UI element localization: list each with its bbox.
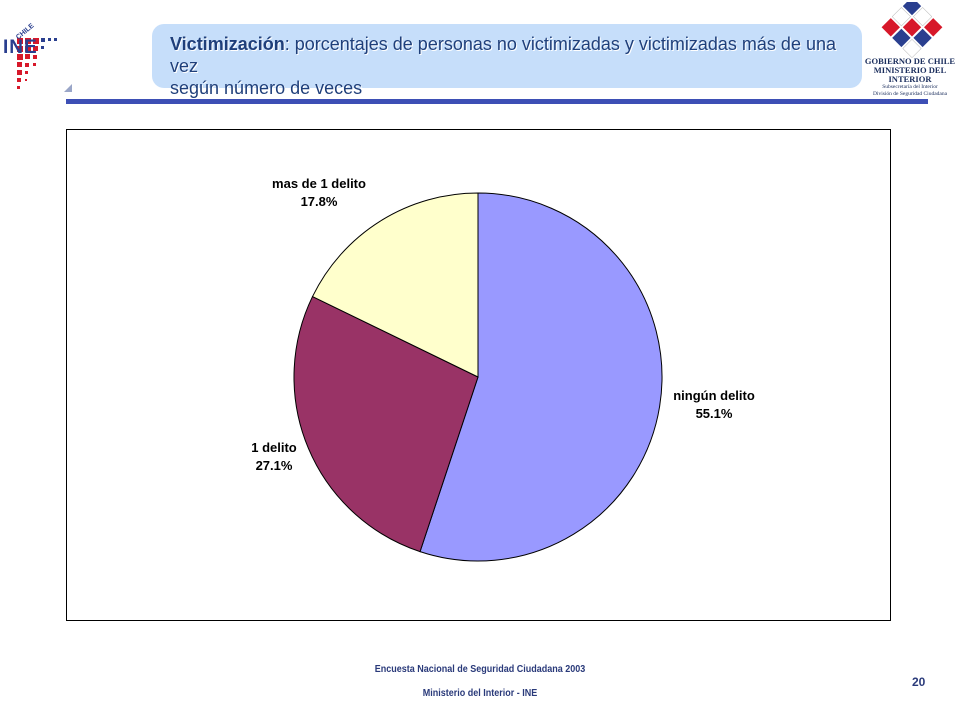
slice-label: mas de 1 delito: [272, 176, 366, 191]
title-rest: : porcentajes de personas no victimizada…: [170, 34, 836, 76]
slice-label: 1 delito: [251, 440, 297, 455]
title-bold: Victimización: [170, 34, 285, 54]
slice-value-label: 27.1%: [256, 458, 293, 473]
gobierno-emblem: [881, 2, 943, 59]
ine-corner-mark: [64, 84, 72, 92]
footer-ministry: Ministerio del Interior - INE: [422, 688, 538, 699]
header-rule: [66, 99, 928, 104]
pie-slice-ningún-delito: [419, 192, 663, 562]
pie-slice-1-delito: [293, 295, 479, 553]
gobierno-line2: MINISTERIO DEL INTERIOR: [873, 65, 947, 84]
gobierno-line1: GOBIERNO DE CHILE: [864, 56, 956, 66]
gobierno-line3: Subsecretaría del Interior: [882, 84, 938, 90]
gobierno-chile-logo: [881, 2, 943, 59]
footer-survey-name: Encuesta Nacional de Seguridad Ciudadana…: [374, 664, 586, 675]
slice-label: ningún delito: [673, 388, 755, 403]
title-banner: Victimización: porcentajes de personas n…: [152, 24, 862, 98]
gobierno-logo-text: GOBIERNO DE CHILE MINISTERIO DEL INTERIO…: [860, 57, 960, 97]
title-line2: según número de veces: [170, 78, 363, 98]
ine-logo: CHILE INE: [3, 22, 72, 92]
slice-value-label: 17.8%: [301, 194, 338, 209]
ine-dot-grid: [17, 38, 39, 89]
page-number: 20: [912, 675, 926, 689]
pie-chart: ningún delito 55.1% 1 delito 27.1% mas de 1 …: [251, 176, 755, 562]
chart-frame: ningún delito 55.1% 1 delito 27.1% mas de 1 …: [66, 129, 891, 621]
slice-value-label: 55.1%: [696, 406, 733, 421]
slide-title: Victimización: porcentajes de personas n…: [170, 33, 850, 99]
gobierno-line4: División de Seguridad Ciudadana: [872, 90, 948, 97]
ine-wordmark: INE: [3, 37, 38, 58]
pie-slice-mas-de-1-delito: [311, 192, 479, 378]
